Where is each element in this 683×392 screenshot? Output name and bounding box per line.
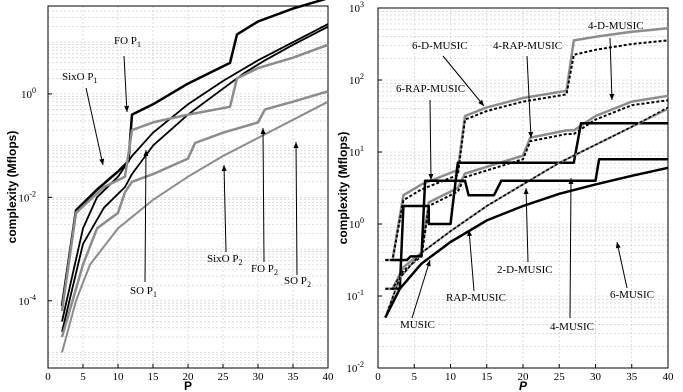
x-tick-label: 0: [45, 371, 51, 383]
annotation-arrowhead: [466, 230, 472, 237]
annotation-arrowhead: [615, 242, 621, 249]
annotation-arrowhead: [293, 142, 299, 149]
annotation-label: SO P2: [284, 275, 311, 289]
y-tick-label: 10-2: [346, 360, 364, 375]
x-tick-label: 25: [554, 371, 566, 383]
annotation-label: FO P1: [114, 35, 141, 49]
annotation-label: 6-D-MUSIC: [412, 40, 468, 52]
x-tick-label: 5: [80, 371, 86, 383]
annotation-arrow: [223, 164, 227, 253]
panel-right: 0 5 10 15 20 25 30 35 40 10-2 10-1 100 101 102 103 Pcom…: [336, 0, 674, 392]
series-line-1: [61, 23, 329, 322]
annotation-arrowhead: [528, 131, 534, 138]
x-tick-label: 40: [323, 371, 335, 383]
series-line-4: [392, 121, 668, 291]
y-tick-label: 101: [349, 144, 364, 159]
annotation-arrow: [123, 55, 128, 113]
x-tick-label: 30: [590, 371, 602, 383]
annotation-arrowhead: [478, 99, 484, 106]
x-tick-label: 25: [218, 371, 230, 383]
annotation-label: FO P2: [251, 263, 278, 277]
series-line-0: [385, 26, 669, 262]
annotation-arrowhead: [428, 173, 434, 180]
y-tick-label: 102: [349, 72, 364, 87]
y-tick-label: 10-2: [18, 189, 36, 204]
x-tick-label: 10: [113, 371, 125, 383]
series-line-0: [60, 0, 327, 307]
annotation-label: MUSIC: [400, 319, 435, 331]
x-tick-label: 10: [445, 371, 457, 383]
series-line-2: [61, 25, 329, 333]
annotation-arrow: [569, 177, 572, 319]
series-line-1: [385, 39, 669, 261]
annotation-arrow: [429, 99, 432, 181]
x-tick-label: 15: [148, 371, 160, 383]
x-tick-label: 0: [375, 371, 381, 383]
y-tick-label: 10-4: [18, 293, 36, 308]
series-line-5: [61, 100, 329, 353]
x-axis-label: P: [184, 379, 192, 392]
annotation-arrow: [262, 127, 265, 263]
x-tick-label: 15: [481, 371, 493, 383]
annotation-arrowhead: [425, 260, 431, 267]
annotation-label: 6-RAP-MUSIC: [396, 83, 465, 95]
series-line-2: [385, 94, 669, 291]
annotation-arrow: [442, 55, 485, 107]
x-tick-label: 5: [412, 371, 418, 383]
annotation-arrow: [616, 241, 628, 289]
annotation-label: SixO P2: [207, 253, 243, 267]
y-axis-label: complexity (Mflops): [336, 132, 350, 245]
annotation-label: 2-D-MUSIC: [497, 264, 553, 276]
annotation-arrow: [411, 259, 431, 319]
annotation-arrow: [85, 87, 104, 166]
annotation-arrow: [468, 229, 475, 292]
annotation-label: SO P1: [130, 285, 157, 299]
x-axis-label: P: [519, 379, 528, 392]
x-tick-label: 30: [253, 371, 265, 383]
annotation-arrow: [295, 141, 298, 276]
annotation-arrowhead: [99, 158, 105, 165]
annotation-arrow: [609, 37, 613, 101]
annotation-arrowhead: [221, 165, 227, 172]
annotation-arrowhead: [609, 93, 615, 100]
series-line-6: [384, 106, 669, 318]
annotation-arrowhead: [124, 105, 130, 112]
annotation-label: RAP-MUSIC: [446, 292, 506, 304]
series-line-3: [60, 43, 329, 312]
x-tick-label: 20: [518, 371, 530, 383]
annotation-label: 4-RAP-MUSIC: [493, 40, 562, 52]
annotation-arrow: [526, 55, 532, 139]
annotation-label: 4-MUSIC: [550, 321, 594, 333]
series-line-7: [392, 157, 668, 262]
y-tick-label: 100: [349, 216, 364, 231]
series-line-4: [60, 90, 329, 338]
y-axis-label: complexity (Mflops): [5, 131, 19, 244]
annotation-arrowhead: [523, 188, 529, 195]
series-line-8: [384, 166, 669, 319]
annotation-arrowhead: [260, 128, 266, 135]
annotation-label: 6-MUSIC: [610, 289, 654, 301]
x-tick-label: 20: [183, 371, 195, 383]
x-tick-label: 35: [626, 371, 638, 383]
y-tick-label: 10-1: [346, 288, 364, 303]
annotation-arrow: [144, 149, 147, 283]
x-tick-label: 35: [288, 371, 300, 383]
annotation-arrowhead: [143, 150, 149, 157]
y-tick-label: 103: [349, 0, 364, 15]
annotation-label: SixO P1: [62, 71, 98, 85]
y-tick-label: 100: [21, 86, 36, 101]
annotation-label: 4-D-MUSIC: [588, 20, 644, 32]
annotation-arrow: [525, 187, 529, 263]
x-tick-label: 40: [663, 371, 675, 383]
annotation-arrowhead: [568, 178, 574, 185]
